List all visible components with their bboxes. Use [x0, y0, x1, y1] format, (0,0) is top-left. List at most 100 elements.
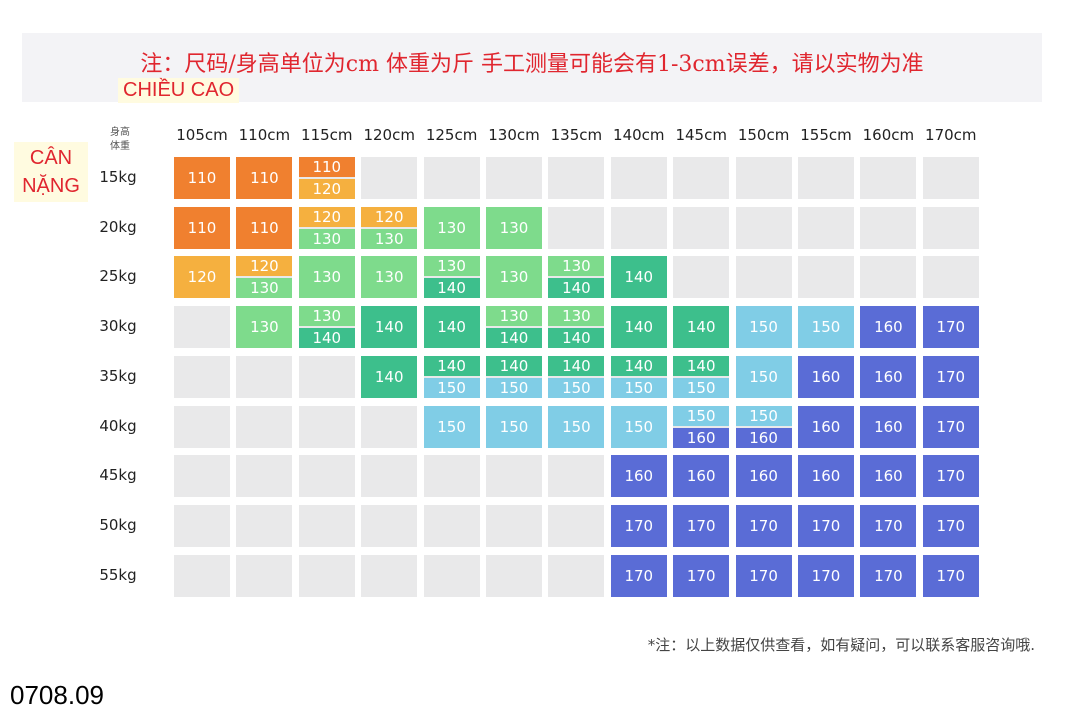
size-cell	[361, 405, 418, 448]
column-header: 160cm	[862, 126, 915, 144]
size-cell: 120 130	[236, 256, 293, 299]
size-cell: 130 140	[486, 306, 542, 349]
size-cell	[361, 455, 418, 498]
column-header: 105cm	[176, 126, 228, 144]
size-cell	[610, 157, 667, 199]
size-cell: 160	[673, 455, 730, 498]
column-header: 115cm	[301, 126, 353, 144]
size-value: 150	[610, 377, 667, 398]
size-cell	[673, 206, 730, 249]
size-cell: 130 140	[298, 306, 355, 349]
size-cell	[361, 157, 418, 199]
size-cell: 170	[922, 355, 979, 398]
size-cell: 140 150	[548, 355, 605, 398]
size-cell	[174, 306, 230, 349]
column-header: 170cm	[925, 126, 977, 144]
size-cell: 160	[798, 405, 854, 448]
size-value: 120	[298, 179, 355, 199]
size-value: 120	[361, 206, 418, 227]
size-cell: 150 160	[673, 405, 730, 448]
size-value: 140	[548, 328, 605, 349]
size-cell: 130	[298, 256, 355, 299]
size-value: 170	[673, 504, 730, 547]
size-value: 170	[735, 554, 792, 597]
size-cell	[298, 455, 355, 498]
column-header: 145cm	[675, 126, 727, 144]
size-cell	[236, 554, 293, 597]
size-value: 130	[486, 306, 542, 327]
size-value: 160	[860, 355, 917, 398]
size-cell: 130 140	[548, 256, 605, 299]
size-value: 140	[486, 328, 542, 349]
size-value: 170	[922, 405, 979, 448]
size-value: 140	[610, 256, 667, 299]
size-value: 140	[610, 306, 667, 349]
column-header: 110cm	[238, 126, 291, 144]
size-value: 140	[548, 355, 605, 376]
size-value: 160	[798, 405, 854, 448]
size-cell	[423, 455, 480, 498]
size-value: 160	[610, 455, 667, 498]
size-value: 140	[610, 355, 667, 376]
size-cell	[673, 157, 730, 199]
size-value: 140	[423, 306, 480, 349]
size-cell: 160	[798, 455, 854, 498]
size-value: 170	[610, 504, 667, 547]
size-value: 130	[298, 306, 355, 327]
size-value: 130	[486, 206, 542, 249]
size-cell	[610, 206, 667, 249]
size-cell: 110	[236, 157, 293, 199]
size-cell	[486, 157, 542, 199]
size-value: 170	[610, 554, 667, 597]
size-cell: 150	[423, 405, 480, 448]
size-cell: 170	[798, 504, 854, 547]
column-header: 120cm	[363, 126, 415, 144]
size-value: 150	[735, 306, 792, 349]
corner-bottom: 体重	[110, 141, 130, 152]
size-cell	[798, 256, 854, 299]
size-value: 170	[922, 504, 979, 547]
size-cell	[423, 504, 480, 547]
header-note: 注：尺码/身高单位为cm 体重为斤 手工测量可能会有1-3cm误差，请以实物为准	[140, 52, 924, 77]
size-cell	[798, 157, 854, 199]
size-value: 150	[423, 405, 480, 448]
row-header: 30kg	[99, 317, 137, 336]
size-cell	[486, 504, 542, 547]
size-cell	[236, 355, 293, 398]
size-cell: 140	[610, 256, 667, 299]
size-value: 160	[673, 427, 730, 448]
size-value: 160	[735, 427, 792, 448]
size-value: 130	[298, 256, 355, 299]
size-cell: 110	[174, 157, 230, 199]
size-value: 110	[174, 157, 230, 199]
size-cell: 160	[860, 306, 917, 349]
size-value: 130	[361, 228, 418, 249]
size-cell: 170	[610, 554, 667, 597]
size-cell: 140 150	[486, 355, 542, 398]
size-cell	[423, 554, 480, 597]
column-header: 125cm	[425, 126, 478, 144]
size-cell: 140	[673, 306, 730, 349]
size-cell	[174, 405, 230, 448]
size-value: 130	[361, 256, 418, 299]
size-value: 150	[735, 405, 792, 426]
size-value: 160	[860, 306, 917, 349]
size-value: 140	[423, 278, 480, 299]
size-cell	[361, 554, 418, 597]
size-cell: 130 140	[548, 306, 605, 349]
size-value: 160	[673, 455, 730, 498]
size-value: 150	[735, 355, 792, 398]
size-cell	[673, 256, 730, 299]
size-cell	[423, 157, 480, 199]
size-value: 170	[860, 504, 917, 547]
size-value: 170	[735, 504, 792, 547]
size-cell	[236, 504, 293, 547]
size-cell	[548, 157, 605, 199]
size-cell: 110	[174, 206, 230, 249]
size-cell: 130	[236, 306, 293, 349]
size-value: 110	[174, 206, 230, 249]
size-cell: 170	[673, 554, 730, 597]
size-value: 160	[860, 455, 917, 498]
size-value: 150	[486, 377, 542, 398]
